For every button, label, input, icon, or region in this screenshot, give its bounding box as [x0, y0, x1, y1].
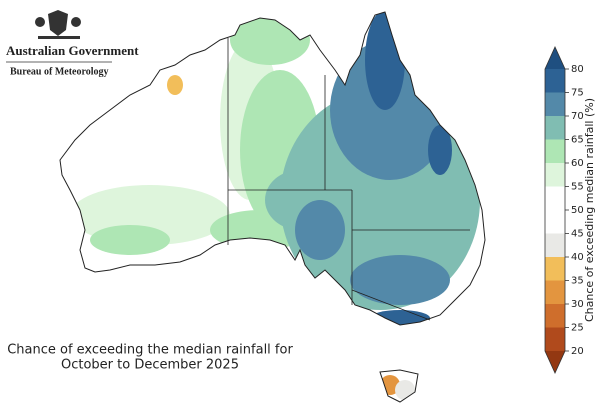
logo	[35, 10, 81, 39]
colorbar-band	[545, 163, 565, 187]
colorbar-tick-label: 35	[571, 276, 584, 287]
coastline	[59, 11, 486, 403]
colorbar-band	[545, 257, 565, 281]
colorbar-tick-label: 80	[571, 64, 584, 75]
colorbar-tick-label: 40	[571, 252, 584, 263]
colorbar-under	[545, 351, 565, 373]
colorbar-band	[545, 233, 565, 257]
colorbar-band	[545, 304, 565, 328]
colorbar-band	[545, 92, 565, 116]
colorbar-tick-label: 50	[571, 205, 584, 216]
colorbar: 20 25 30 35 40 45 50 55 60 65 70 75 80	[544, 46, 584, 374]
agency-name: Bureau of Meteorology	[10, 66, 109, 77]
government-name: Australian Government	[6, 43, 139, 58]
colorbar-band	[545, 210, 565, 234]
colorbar-band	[545, 139, 565, 163]
colorbar-over	[545, 47, 565, 69]
colorbar-tick-label: 65	[571, 135, 584, 146]
colorbar-band	[545, 186, 565, 210]
colorbar-tick-label: 60	[571, 158, 584, 169]
colorbar-tick-label: 75	[571, 88, 584, 99]
colorbar-tick-label: 30	[571, 299, 584, 310]
colorbar-band	[545, 116, 565, 140]
colorbar-tick-label: 55	[571, 182, 584, 193]
legend-title: Chance of exceeding median rainfall (%)	[583, 98, 596, 322]
colorbar-band	[545, 280, 565, 304]
colorbar-tick-label: 70	[571, 111, 584, 122]
colorbar-band	[545, 327, 565, 351]
caption-line: Chance of exceeding the median rainfall …	[7, 343, 293, 358]
colorbar-tick-label: 45	[571, 229, 584, 240]
state-borders	[227, 38, 470, 321]
colorbar-band	[545, 69, 565, 93]
caption-line: October to December 2025	[61, 358, 239, 373]
colorbar-tick-label: 25	[571, 323, 584, 334]
colorbar-tick-label: 20	[571, 346, 584, 357]
